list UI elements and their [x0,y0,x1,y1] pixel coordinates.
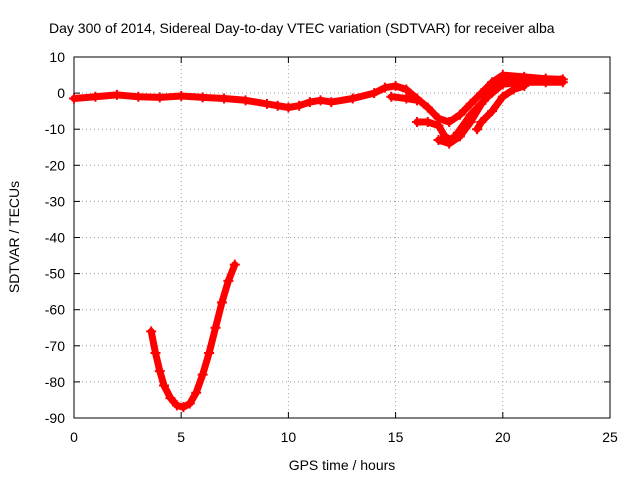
y-tick-label: -90 [45,410,65,426]
y-tick-label: 10 [49,49,65,65]
series-track-late [472,80,530,135]
data-point [184,398,195,409]
data-point [176,90,187,101]
data-point [111,89,122,100]
data-point [472,124,483,135]
data-point [191,387,202,398]
data-point [412,95,423,106]
data-point [476,116,487,127]
data-point [454,109,465,120]
data-point [412,116,423,127]
data-point [508,84,519,95]
data-point [347,93,358,104]
data-point [197,92,208,103]
data-point [178,402,189,413]
x-tick-label: 25 [602,429,618,445]
data-point [272,100,283,111]
data-point [454,131,465,142]
data-point [433,135,444,146]
y-axis-label: SDTVAR / TECUs [6,181,22,293]
data-point [555,75,566,86]
data-point [216,297,227,308]
data-point [497,91,508,102]
data-point [150,348,161,359]
x-tick-label: 10 [281,429,297,445]
data-point [476,98,487,109]
data-point [401,84,412,95]
data-point [240,95,251,106]
data-point [422,116,433,127]
data-point [401,93,412,104]
data-point [465,116,476,127]
data-point [210,322,221,333]
data-point [223,275,234,286]
data-point [261,98,272,109]
series-track-mid [433,73,566,149]
x-tick-label: 0 [70,429,78,445]
series-track [435,75,565,148]
data-point [386,91,397,102]
data-point [465,98,476,109]
data-point [283,102,294,113]
data-point [197,369,208,380]
y-tick-label: -30 [45,193,65,209]
data-point [315,95,326,106]
data-point [229,259,240,270]
data-point [379,82,390,93]
data-point [444,116,455,127]
data-point [154,366,165,377]
axis-ticks: 0 5 10 15 20 25 10 0 -10 -20 -30 -40 -50 -60 -70 -80 -90 [45,49,618,445]
data-point [519,80,530,91]
series-track-short [386,91,423,106]
data-point [154,92,165,103]
data-point [69,93,79,104]
y-tick-label: -40 [45,230,65,246]
data-point [487,106,498,117]
data-point [171,400,182,411]
data-point [540,74,551,85]
data-point [304,97,315,108]
data-point [476,88,487,99]
data-point [444,138,455,149]
data-point [146,326,157,337]
series-track-main [69,70,568,127]
y-tick-label: 0 [57,85,65,101]
x-tick-label: 20 [495,429,511,445]
data-series [69,70,568,413]
data-point [294,100,305,111]
x-axis-label: GPS time / hours [289,457,396,473]
data-point [497,75,508,86]
data-point [219,93,230,104]
data-point [133,91,144,102]
y-tick-label: -80 [45,374,65,390]
y-tick-label: -10 [45,121,65,137]
data-point [90,91,101,102]
data-point [165,393,176,404]
data-point [159,380,170,391]
data-point [204,348,215,359]
data-point [433,120,444,131]
series-track-vshape [146,259,240,413]
y-tick-label: -20 [45,157,65,173]
data-point [422,102,433,113]
x-tick-label: 15 [388,429,404,445]
data-point [390,80,401,91]
data-point [487,84,498,95]
y-tick-label: -50 [45,266,65,282]
y-tick-label: -70 [45,338,65,354]
x-tick-label: 5 [177,429,185,445]
data-point [326,97,337,108]
grid-lines [74,57,610,418]
y-tick-label: -60 [45,302,65,318]
data-point [369,88,380,99]
chart-title: Day 300 of 2014, Sidereal Day-to-day VTE… [49,20,555,36]
